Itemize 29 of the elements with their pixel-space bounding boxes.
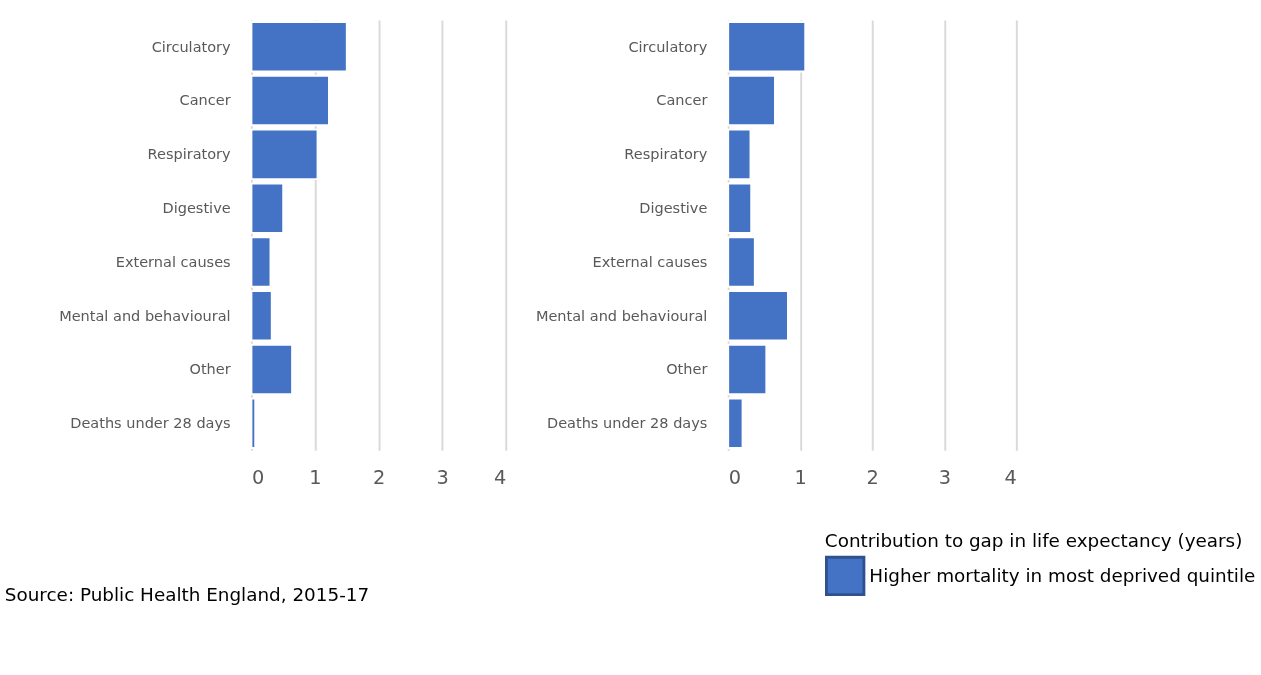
source-note: Source: Public Health England, 2015-17	[4, 584, 370, 606]
y-tick-label: Circulatory	[628, 38, 708, 55]
y-tick-label: Mental and behavioural	[535, 307, 708, 324]
y-tick-label: Digestive	[639, 200, 708, 216]
x-tick-label: 3	[436, 465, 449, 489]
y-tick-label: Other	[666, 361, 708, 378]
x-tick-label: 0	[728, 465, 741, 489]
y-tick-label: Deaths under 28 days	[70, 415, 231, 432]
x-tick-label: 3	[938, 465, 951, 489]
y-tick-label: Respiratory	[147, 146, 232, 163]
y-tick-label: External causes	[115, 253, 231, 270]
x-tick-label: 4	[1004, 465, 1017, 489]
y-tick-label: Respiratory	[624, 146, 708, 163]
legend-title: Contribution to gap in life expectancy (years)	[824, 529, 1243, 551]
y-tick-label: External causes	[592, 253, 708, 270]
x-tick-label: 1	[794, 465, 807, 489]
y-tick-label: Other	[189, 361, 231, 378]
x-tick-label: 4	[493, 465, 507, 489]
x-tick-label: 1	[309, 465, 322, 489]
y-tick-label: Deaths under 28 days	[547, 415, 708, 432]
y-tick-label: Cancer	[179, 92, 231, 109]
x-tick-label: 2	[866, 465, 879, 489]
y-tick-label: Mental and behavioural	[59, 307, 231, 324]
y-tick-label: Digestive	[162, 200, 231, 216]
y-tick-label: Cancer	[656, 92, 708, 109]
x-tick-label: 0	[251, 465, 265, 489]
y-tick-label: Circulatory	[151, 38, 232, 55]
x-tick-label: 2	[372, 465, 386, 489]
legend-label: Higher mortality in most deprived quintile	[869, 564, 1256, 586]
